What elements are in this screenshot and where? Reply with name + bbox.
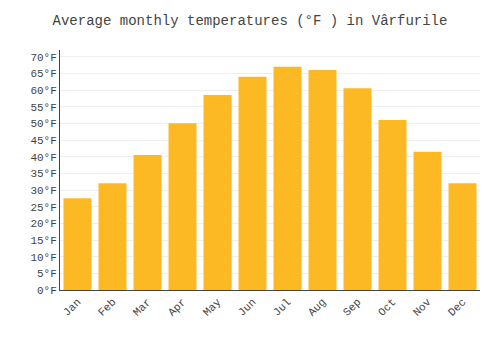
svg-text:10°F: 10°F (30, 252, 56, 264)
svg-text:May: May (201, 296, 224, 319)
svg-text:Aug: Aug (306, 296, 328, 318)
svg-text:55°F: 55°F (30, 102, 56, 114)
svg-text:Average monthly temperatures (: Average monthly temperatures (°F ) in Vâ… (53, 13, 448, 29)
svg-text:40°F: 40°F (30, 152, 56, 164)
svg-text:Apr: Apr (166, 296, 188, 318)
svg-text:5°F: 5°F (37, 268, 57, 280)
svg-text:Jun: Jun (236, 296, 258, 318)
svg-text:Oct: Oct (376, 296, 398, 318)
svg-text:20°F: 20°F (30, 218, 56, 230)
svg-text:60°F: 60°F (30, 85, 56, 97)
svg-text:Sep: Sep (341, 296, 363, 318)
svg-text:25°F: 25°F (30, 202, 56, 214)
svg-text:50°F: 50°F (30, 118, 56, 130)
svg-text:Jul: Jul (271, 296, 293, 318)
svg-text:35°F: 35°F (30, 168, 56, 180)
svg-text:Nov: Nov (411, 296, 434, 319)
svg-text:15°F: 15°F (30, 235, 56, 247)
svg-text:0°F: 0°F (37, 285, 57, 297)
svg-text:30°F: 30°F (30, 185, 56, 197)
svg-text:65°F: 65°F (30, 68, 56, 80)
svg-text:45°F: 45°F (30, 135, 56, 147)
svg-text:Feb: Feb (96, 296, 118, 318)
svg-text:70°F: 70°F (30, 52, 56, 64)
svg-text:Dec: Dec (446, 296, 468, 318)
svg-text:Jan: Jan (61, 296, 83, 318)
svg-text:Mar: Mar (131, 296, 153, 318)
